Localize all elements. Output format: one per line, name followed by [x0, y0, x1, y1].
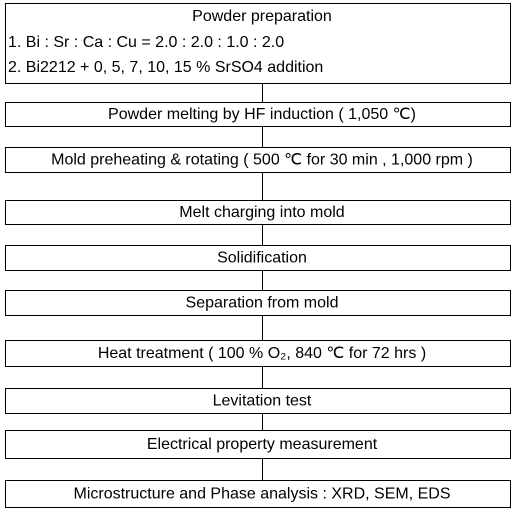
- box: [5, 102, 511, 127]
- box: [5, 480, 511, 508]
- box: [5, 3, 511, 84]
- box: [5, 290, 511, 316]
- box: [5, 245, 511, 271]
- box-label: Mold preheating & rotating ( 500 ℃ for 3…: [51, 152, 473, 169]
- box-label: Powder melting by HF induction ( 1,050 ℃…: [108, 106, 416, 123]
- box-label: Microstructure and Phase analysis : XRD,…: [73, 486, 450, 503]
- box-label: Solidification: [217, 250, 307, 267]
- box-label: Electrical property measurement: [147, 436, 378, 453]
- box: [5, 388, 511, 414]
- box-label: Melt charging into mold: [179, 204, 344, 221]
- box: [5, 430, 511, 459]
- box-label: Levitation test: [213, 393, 312, 410]
- box-item: 2. Bi2212 + 0, 5, 7, 10, 15 % SrSO4 addi…: [8, 59, 323, 76]
- box-label: Heat treatment ( 100 % O₂, 840 ℃ for 72 …: [98, 345, 426, 362]
- box-item: 1. Bi : Sr : Ca : Cu = 2.0 : 2.0 : 1.0 :…: [8, 34, 284, 51]
- box: [5, 147, 511, 173]
- box: [5, 340, 511, 367]
- box-label: Separation from mold: [186, 295, 339, 312]
- box-title: Powder preparation: [192, 8, 332, 25]
- box: [5, 200, 511, 225]
